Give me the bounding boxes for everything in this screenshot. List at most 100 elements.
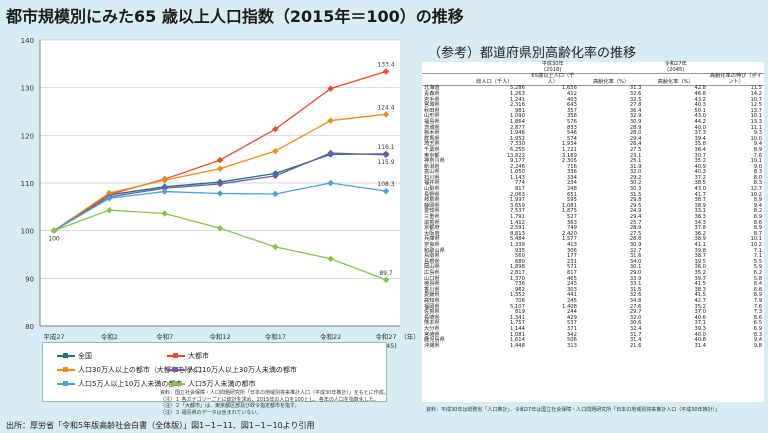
table-cell: 1,081: [562, 202, 577, 209]
prefecture-name: 福岡県: [424, 303, 440, 310]
data-point: [216, 156, 224, 164]
table-cell: 50.1: [694, 107, 706, 114]
table-cell: 36.4: [629, 107, 642, 114]
table-row: 奈良県 1,339 413 30.9 41.1 10.2: [422, 242, 764, 249]
table-cell: 774: [514, 180, 525, 187]
table-cell: 43.2: [694, 96, 706, 103]
table-cell: 3,189: [562, 152, 577, 159]
table-cell: 35.2: [694, 158, 706, 165]
table-cell: 8.4: [753, 281, 762, 288]
legend-label: 大都市: [188, 352, 209, 360]
prefecture-name: 鳥取県: [424, 253, 440, 260]
table-cell: 9.3: [753, 130, 762, 137]
table-cell: 10.1: [750, 113, 762, 120]
legend-label: 全国: [78, 352, 92, 360]
table-cell: 41.7: [694, 191, 706, 198]
table-cell: 8.6: [753, 314, 762, 321]
table-cell: 39.8: [694, 247, 706, 254]
table-cell: 32.6: [629, 90, 642, 97]
table-cell: 24.9: [629, 208, 642, 215]
prefecture-name: 秋田県: [424, 107, 440, 114]
x-tick-label: 平成27: [43, 332, 64, 341]
table-cell: 962: [514, 286, 525, 293]
table-row: 鳥取県 560 177 31.6 38.7 7.1: [422, 254, 764, 260]
table-header-blank: [422, 73, 462, 87]
table-cell: 40.6: [694, 314, 706, 321]
table-cell: 358: [566, 113, 577, 120]
table-row: 兵庫県 5,484 1,577 28.8 38.9 10.1: [422, 237, 764, 243]
column-header: 総人口（千人）: [461, 73, 527, 87]
column-header: 65歳以上人口（千人）: [526, 73, 579, 87]
table-cell: 44.2: [694, 118, 706, 125]
table-cell: 32.6: [629, 292, 642, 299]
table-cell: 36.2: [694, 230, 706, 237]
table-row: 熊本県 1,757 537 30.6 37.1 6.5: [422, 321, 764, 327]
table-cell: 29.8: [629, 197, 642, 204]
table-cell: 38.9: [694, 236, 706, 243]
prefecture-name: 広島県: [424, 269, 440, 276]
table-cell: 39.3: [694, 325, 706, 332]
prefecture-name: 徳島県: [424, 281, 440, 288]
table-cell: 37.0: [694, 309, 706, 316]
prefecture-name: 和歌山県: [424, 247, 445, 254]
table-cell: 6.2: [753, 269, 762, 276]
table-row: 島根県 680 231 34.0 39.5 5.5: [422, 259, 764, 266]
table-row: 石川県 1,143 334 29.2 37.2 8.0: [422, 175, 764, 182]
table-cell: 8.9: [753, 146, 762, 153]
table-cell: 546: [566, 130, 577, 137]
table-cell: 33.9: [629, 275, 642, 282]
table-cell: 1,090: [510, 113, 525, 120]
table-row: 青森県 1,263 412 32.6 46.8 14.2: [422, 90, 764, 98]
table-cell: 29.4: [629, 214, 642, 221]
table-cell: 643: [566, 102, 577, 109]
table-row: 高知県 706 245 34.8 42.7 7.9: [422, 298, 764, 305]
y-tick-label: 100: [21, 228, 34, 236]
table-cell: 38.5: [694, 180, 706, 187]
table-cell: 28.9: [629, 124, 642, 131]
data-point: [161, 210, 168, 217]
table-cell: 244: [566, 309, 577, 316]
table-cell: 7,537: [510, 208, 525, 215]
table-cell: 21.6: [629, 342, 642, 349]
table-cell: 736: [514, 281, 525, 288]
table-cell: 441: [566, 292, 577, 299]
table-cell: 1,339: [510, 242, 525, 248]
table-cell: 5.8: [753, 275, 762, 282]
data-point: [382, 151, 390, 159]
table-row: 鹿児島県 1,614 506 31.4 40.8 9.4: [422, 337, 764, 344]
prefecture-name: 京都府: [424, 225, 440, 232]
legend-item: 大都市: [167, 351, 209, 361]
table-cell: 1,408: [562, 303, 577, 310]
table-cell: 28.9: [629, 225, 642, 232]
prefecture-name: 愛媛県: [424, 292, 440, 299]
table-cell: 36.0: [694, 264, 706, 271]
reference-table: 平成30年 (2018) 令和27年 (2045) 総人口（千人） 65歳以上人…: [422, 61, 764, 349]
data-point: [272, 243, 279, 251]
legend-swatch: [167, 367, 185, 373]
table-cell: 6.8: [753, 286, 762, 293]
table-cell: 2,817: [510, 269, 525, 276]
table-cell: 11.1: [750, 124, 762, 131]
table-row: 岩手県 1,241 403 32.5 43.2 10.7: [422, 96, 764, 104]
table-cell: 2,877: [510, 124, 525, 131]
line-chart: 8090100110120130140平成27(2015)令和2(2020)令和…: [0, 30, 420, 415]
table-cell: 1,875: [562, 208, 577, 215]
chart-note: （注）２「大都市」は、東京都区部及び政令指定都市を指す。: [160, 403, 300, 409]
table-cell: 1,952: [510, 135, 525, 142]
table-cell: 27.6: [629, 303, 642, 310]
prefecture-name: 岡山県: [424, 264, 440, 271]
table-cell: 10.1: [750, 158, 762, 165]
table-header-blank: [708, 62, 764, 75]
prefecture-name: 兵庫県: [424, 236, 440, 243]
table-cell: 1,412: [510, 219, 525, 226]
table-cell: 31.4: [694, 342, 706, 349]
table-cell: 9.8: [753, 342, 762, 349]
table-row: 三重県 1,791 527 29.4 38.3 8.9: [422, 214, 764, 221]
data-point: [161, 184, 168, 192]
data-point: [216, 225, 224, 232]
y-tick-label: 110: [21, 180, 34, 188]
table-cell: 30.9: [629, 242, 642, 248]
table-row: 長野県 2,063 651 31.5 41.7 10.2: [422, 191, 764, 199]
y-tick-label: 140: [21, 37, 34, 45]
table-cell: 33.1: [694, 208, 706, 215]
